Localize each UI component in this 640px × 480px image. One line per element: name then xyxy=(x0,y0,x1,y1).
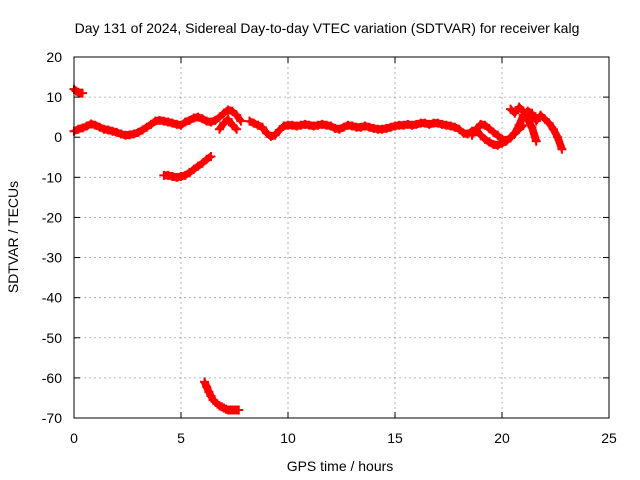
data-point xyxy=(232,124,242,134)
y-tick-label: 20 xyxy=(46,49,62,65)
x-tick-label: 15 xyxy=(387,430,403,446)
data-series xyxy=(69,84,567,415)
chart-title: Day 131 of 2024, Sidereal Day-to-day VTE… xyxy=(75,20,580,36)
axis-ticks: 0 5 10 15 20 25 -70 -60 -50 -40 -30 -20 -10 0 10 20 xyxy=(42,49,617,446)
x-tick-label: 10 xyxy=(280,430,296,446)
y-tick-label: 0 xyxy=(54,129,62,145)
data-point xyxy=(78,88,88,98)
x-axis-label: GPS time / hours xyxy=(287,458,394,474)
y-tick-label: -20 xyxy=(42,209,62,225)
y-tick-label: -70 xyxy=(42,410,62,426)
series-segment-6 xyxy=(244,116,528,150)
series-segment-1 xyxy=(69,84,88,98)
x-tick-label: 25 xyxy=(601,430,617,446)
y-tick-label: -40 xyxy=(42,290,62,306)
data-point xyxy=(206,151,216,161)
y-axis-label: SDTVAR / TECUs xyxy=(5,181,21,293)
data-point xyxy=(531,136,541,146)
data-point xyxy=(234,405,244,415)
y-tick-label: -60 xyxy=(42,370,62,386)
y-tick-label: -30 xyxy=(42,250,62,266)
y-tick-label: -10 xyxy=(42,169,62,185)
x-tick-label: 0 xyxy=(70,430,78,446)
plot-frame xyxy=(73,56,610,419)
y-tick-label: -50 xyxy=(42,330,62,346)
series-segment-3 xyxy=(215,114,242,134)
y-tick-label: 10 xyxy=(46,89,62,105)
data-point xyxy=(557,144,567,154)
series-segment-2 xyxy=(69,105,246,140)
grid-lines xyxy=(74,57,609,418)
x-tick-label: 5 xyxy=(177,430,185,446)
series-segment-4 xyxy=(159,151,216,182)
x-tick-label: 20 xyxy=(494,430,510,446)
series-segment-8 xyxy=(506,102,541,146)
data-point xyxy=(236,116,246,126)
series-segment-5 xyxy=(200,377,244,415)
trace-fill-marker xyxy=(231,124,240,133)
